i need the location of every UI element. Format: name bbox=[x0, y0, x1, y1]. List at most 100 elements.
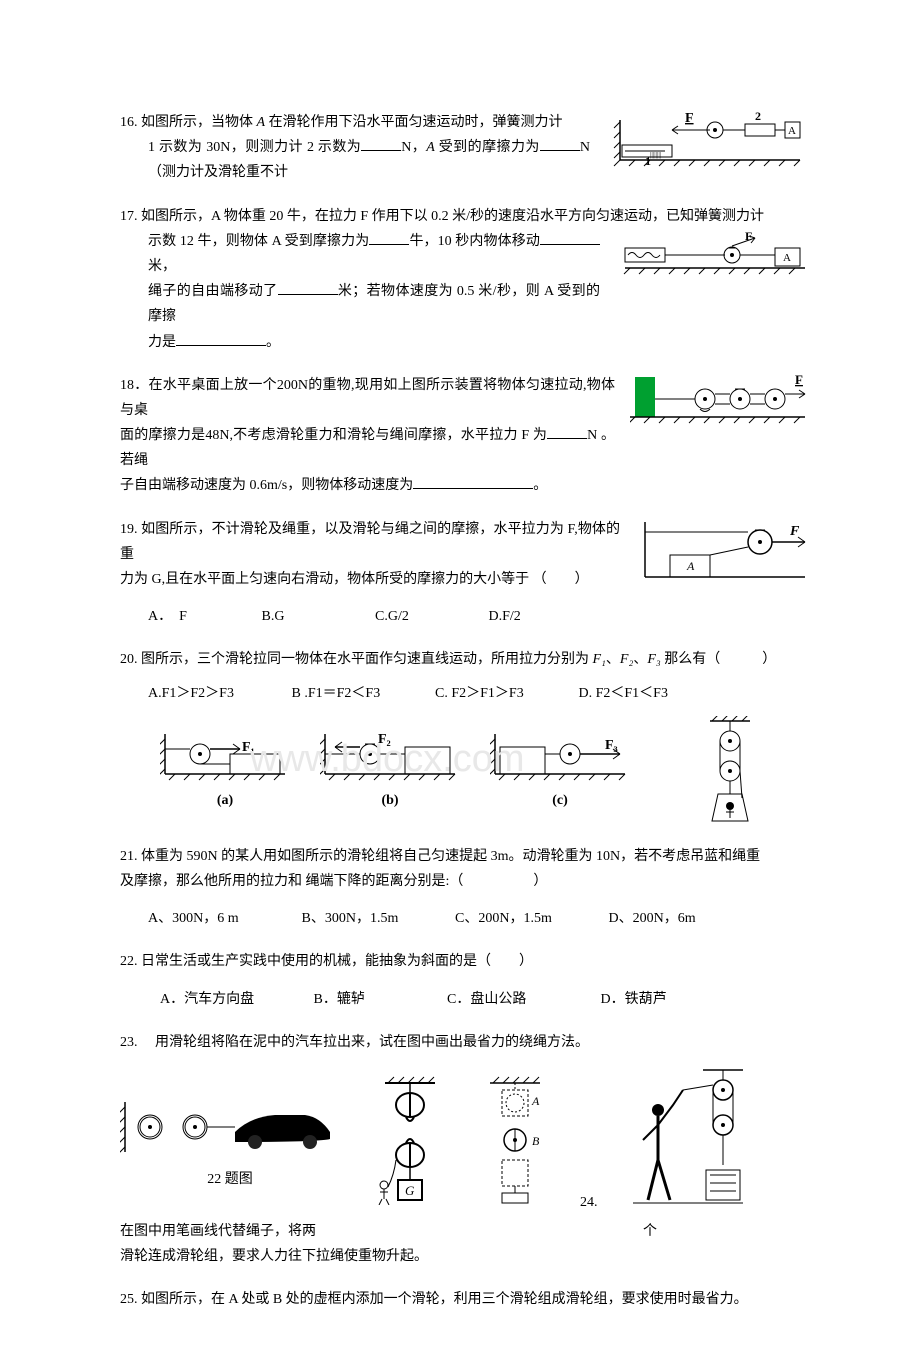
q20-opt-a: A.F1＞F2＞F3 bbox=[148, 681, 288, 706]
q23-num: 23. bbox=[120, 1035, 138, 1050]
q20-f2: F₂ bbox=[620, 652, 633, 667]
figure-q18: F bbox=[630, 369, 810, 429]
q17-text-e: 绳子的自由端移动了 bbox=[148, 284, 278, 299]
figure-q16: |||||||| 1 2 A F bbox=[610, 110, 810, 170]
q16-text-e: 受到的摩擦力为 bbox=[435, 140, 540, 155]
q19-opt-a: A． F bbox=[148, 604, 258, 629]
q18-text-e: 。 bbox=[533, 478, 547, 493]
figure-q19: A F bbox=[640, 517, 810, 587]
q21-opt-d: D、200N，6m bbox=[609, 906, 759, 931]
q19-num: 19. bbox=[120, 522, 138, 537]
q25-text-a: 如图所示，在 A 处或 B 处的虚框内添加一个滑轮，利用三个滑轮组成滑轮组，要求… bbox=[141, 1292, 748, 1307]
q22-opt-b: B．辘轳 bbox=[314, 987, 444, 1012]
q23-caption: 22 题图 bbox=[120, 1167, 340, 1192]
q22-text-a: 日常生活或生产实践中使用的机械，能抽象为斜面的是（ ） bbox=[141, 954, 533, 969]
svg-text:G: G bbox=[405, 1183, 415, 1198]
q20-label-b: (b) bbox=[320, 788, 460, 813]
figure-q20-c: F₃ bbox=[490, 729, 630, 784]
q22-opt-c: C．盘山公路 bbox=[447, 987, 597, 1012]
q21-opt-a: A、300N，6 m bbox=[148, 906, 298, 931]
svg-text:||||||||: |||||||| bbox=[650, 151, 661, 159]
svg-text:1: 1 bbox=[645, 154, 651, 168]
figure-q20-a: F₁ bbox=[160, 729, 290, 784]
figure-q25: A B bbox=[480, 1075, 550, 1205]
q19-text-a: 如图所示，不计滑轮及绳重，以及滑轮与绳之间的摩擦，水平拉力为 F,物体的重 bbox=[120, 522, 620, 562]
svg-text:B: B bbox=[532, 1134, 540, 1148]
q17-text-a: 如图所示，A 物体重 20 牛，在拉力 F 作用下以 0.2 米/秒的速度沿水平… bbox=[141, 209, 764, 224]
q17-text-g: 力是 bbox=[148, 335, 176, 350]
q17-text-b: 示数 12 牛，则物体 A 受到摩擦力为 bbox=[148, 234, 369, 249]
q16-num: 16. bbox=[120, 115, 138, 130]
q22-opt-d: D．铁葫芦 bbox=[601, 987, 731, 1012]
question-18: F 18．在水平桌面上放一个200N的重物,现用如上图所示装置将物体匀速拉动,物… bbox=[120, 373, 800, 499]
q21-opt-b: B、300N，1.5m bbox=[302, 906, 452, 931]
q16-text-c: 1 示数为 30N，则测力计 2 示数为 bbox=[148, 140, 361, 155]
q19-text-b: 力为 G,且在水平面上匀速向右滑动，物体所受的摩擦力的大小等于 （ ） bbox=[120, 572, 589, 587]
q16-italic-a: A bbox=[257, 115, 266, 130]
q20-diagrams: F₁ (a) F₂ (b) bbox=[120, 716, 800, 826]
q21-num: 21. bbox=[120, 849, 138, 864]
q22-opt-a: A．汽车方向盘 bbox=[160, 987, 310, 1012]
q20-f1: F₁ bbox=[593, 652, 606, 667]
svg-text:F: F bbox=[795, 372, 803, 387]
q16-text-a: 如图所示，当物体 bbox=[141, 115, 257, 130]
q20-f3: F₃ bbox=[647, 652, 660, 667]
q17-num: 17. bbox=[120, 209, 138, 224]
q21-text-b: 及摩擦，那么他所用的拉力和 绳端下降的距离分别是:（ ） bbox=[120, 874, 547, 889]
q20-opt-c: C. F2＞F1＞F3 bbox=[435, 681, 575, 706]
svg-text:F: F bbox=[685, 111, 694, 126]
q18-num: 18． bbox=[120, 378, 149, 393]
svg-text:A: A bbox=[531, 1094, 540, 1108]
figure-q21-pulley bbox=[700, 716, 760, 826]
question-23: 23. 用滑轮组将陷在泥中的汽车拉出来，试在图中画出最省力的绕绳方法。 22 题… bbox=[120, 1030, 800, 1270]
q20-label-a: (a) bbox=[160, 788, 290, 813]
figure-q20-b: F₂ bbox=[320, 729, 460, 784]
svg-text:A: A bbox=[783, 252, 791, 264]
q17-text-c: 牛，10 秒内物体移动 bbox=[409, 234, 540, 249]
question-20: 20. 图所示，三个滑轮拉同一物体在水平面作匀速直线运动，所用拉力分别为 F₁、… bbox=[120, 647, 800, 825]
q25-num: 25. bbox=[120, 1292, 138, 1307]
q18-text-b: 面的摩擦力是48N,不考虑滑轮重力和滑轮与绳间摩擦，水平拉力 F 为 bbox=[120, 428, 547, 443]
q20-num: 20. bbox=[120, 652, 138, 667]
q19-opt-b: B.G bbox=[262, 604, 372, 629]
question-21: 21. 体重为 590N 的某人用如图所示的滑轮组将自己匀速提起 3m。动滑轮重… bbox=[120, 844, 800, 932]
q20-opt-b: B .F1＝F2＜F3 bbox=[292, 681, 432, 706]
q16-italic-b: A bbox=[426, 140, 435, 155]
q16-text-d: N， bbox=[401, 140, 426, 155]
figure-man-pulley bbox=[628, 1065, 748, 1215]
question-17: A F 17. 如图所示，A 物体重 20 牛，在拉力 F 作用下以 0.2 米… bbox=[120, 204, 800, 355]
question-22: 22. 日常生活或生产实践中使用的机械，能抽象为斜面的是（ ） A．汽车方向盘 … bbox=[120, 949, 800, 1011]
q24-num: 24. bbox=[580, 1195, 598, 1210]
q18-text-d: 子自由端移动速度为 0.6m/s，则物体移动速度为 bbox=[120, 478, 413, 493]
q20-text-a: 图所示，三个滑轮拉同一物体在水平面作匀速直线运动，所用拉力分别为 bbox=[141, 652, 593, 667]
q21-opt-c: C、200N，1.5m bbox=[455, 906, 605, 931]
q19-opt-c: C.G/2 bbox=[375, 604, 485, 629]
figure-q23-car: 22 题图 bbox=[120, 1087, 340, 1192]
q16-text-b: 在滑轮作用下沿水平面匀速运动时，弹簧测力计 bbox=[265, 115, 563, 130]
q18-text-a: 在水平桌面上放一个200N的重物,现用如上图所示装置将物体匀速拉动,物体与桌 bbox=[120, 378, 615, 418]
figure-q17: A F bbox=[620, 228, 810, 278]
q24-text-b: 个 bbox=[643, 1224, 657, 1239]
svg-text:F₃: F₃ bbox=[605, 738, 618, 753]
svg-text:F₁: F₁ bbox=[242, 740, 255, 755]
q20-opt-d: D. F2＜F1＜F3 bbox=[579, 681, 719, 706]
figure-q24-a: G bbox=[370, 1075, 450, 1205]
q23-text-a: 用滑轮组将陷在泥中的汽车拉出来，试在图中画出最省力的绕绳方法。 bbox=[155, 1035, 589, 1050]
svg-text:A: A bbox=[686, 559, 695, 573]
svg-text:A: A bbox=[788, 125, 796, 137]
q21-text-a: 体重为 590N 的某人用如图所示的滑轮组将自己匀速提起 3m。动滑轮重为 10… bbox=[141, 849, 760, 864]
q17-text-d: 米， bbox=[148, 259, 176, 274]
q22-num: 22. bbox=[120, 954, 138, 969]
q20-text-b: 那么有（ ） bbox=[661, 652, 777, 667]
svg-text:F₂: F₂ bbox=[378, 732, 391, 747]
q20-label-c: (c) bbox=[490, 788, 630, 813]
svg-text:F: F bbox=[789, 524, 800, 539]
question-19: A F 19. 如图所示，不计滑轮及绳重，以及滑轮与绳之间的摩擦，水平拉力为 F… bbox=[120, 517, 800, 630]
q24-text-a: 在图中用笔画线代替绳子，将两 bbox=[120, 1224, 316, 1239]
q24-text-c: 滑轮连成滑轮组，要求人力往下拉绳使重物升起。 bbox=[120, 1249, 428, 1264]
q17-text-h: 。 bbox=[266, 335, 280, 350]
question-16: |||||||| 1 2 A F 16. 如图所示，当物体 A 在滑轮作用下沿水… bbox=[120, 110, 800, 186]
question-25: 25. 如图所示，在 A 处或 B 处的虚框内添加一个滑轮，利用三个滑轮组成滑轮… bbox=[120, 1287, 800, 1312]
svg-text:2: 2 bbox=[755, 110, 761, 123]
q19-opt-d: D.F/2 bbox=[489, 604, 599, 629]
